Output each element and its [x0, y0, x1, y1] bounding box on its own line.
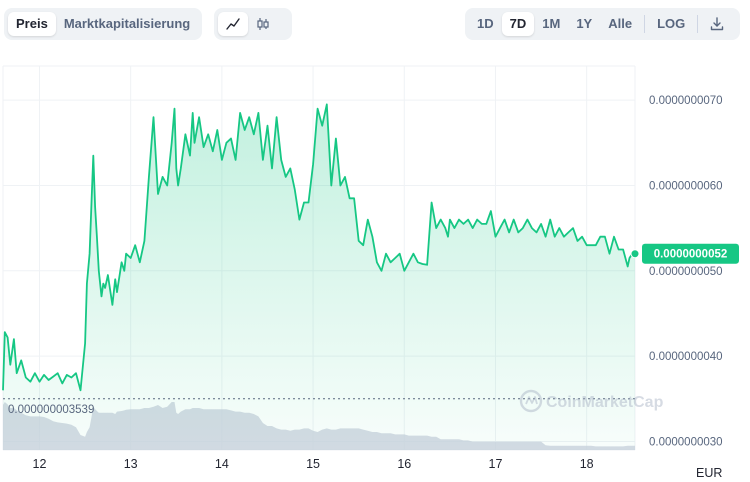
y-tick-label: 0.0000000040: [649, 351, 723, 363]
price-line: [2, 103, 635, 392]
range-1y-button[interactable]: 1Y: [576, 16, 593, 31]
range-1d-button[interactable]: 1D: [477, 16, 494, 31]
watermark-text: CoinMarketCap: [546, 394, 664, 411]
current-price-badge: [642, 243, 739, 264]
current-price-dot: [630, 249, 640, 259]
x-tick-label: 17: [489, 457, 503, 471]
range-1m-button[interactable]: 1M: [542, 16, 561, 31]
download-button[interactable]: [702, 12, 732, 36]
y-tick-label: 0.0000000030: [649, 436, 723, 448]
line-chart-icon: [226, 18, 240, 30]
x-tick-label: 18: [580, 457, 594, 471]
candlestick-button[interactable]: [248, 12, 278, 36]
view-toggle-group: Preis Marktkapitalisierung: [4, 8, 202, 40]
price-area: [3, 104, 635, 451]
x-tick-label: 14: [215, 457, 229, 471]
currency-label: EUR: [696, 466, 722, 480]
x-tick-label: 15: [306, 457, 320, 471]
baseline-label: 0.000000003539: [8, 404, 94, 416]
coinmarketcap-watermark: CoinMarketCap: [519, 389, 664, 413]
log-scale-button[interactable]: LOG: [657, 16, 686, 31]
toolbar-divider: [644, 15, 646, 33]
x-tick-label: 12: [33, 457, 47, 471]
tab-price[interactable]: Preis: [8, 12, 56, 36]
y-tick-label: 0.0000000050: [649, 266, 723, 278]
range-all-button[interactable]: Alle: [608, 16, 633, 31]
y-tick-label: 0.0000000060: [649, 180, 723, 192]
chart-type-toggle-group: [214, 8, 292, 40]
x-tick-label: 16: [397, 457, 411, 471]
download-icon: [711, 17, 724, 31]
y-tick-label: 0.0000000070: [649, 95, 723, 107]
tab-market-cap[interactable]: Marktkapitalisierung: [63, 16, 191, 31]
toolbar-divider: [697, 15, 699, 33]
line-chart-button[interactable]: [218, 12, 248, 36]
current-price-label: 0.0000000052: [654, 249, 728, 261]
candlestick-icon: [257, 18, 269, 30]
x-tick-label: 13: [124, 457, 138, 471]
range-7d-button[interactable]: 7D: [501, 12, 535, 36]
time-range-group: 1D 7D 1M 1Y Alle LOG: [465, 8, 740, 40]
